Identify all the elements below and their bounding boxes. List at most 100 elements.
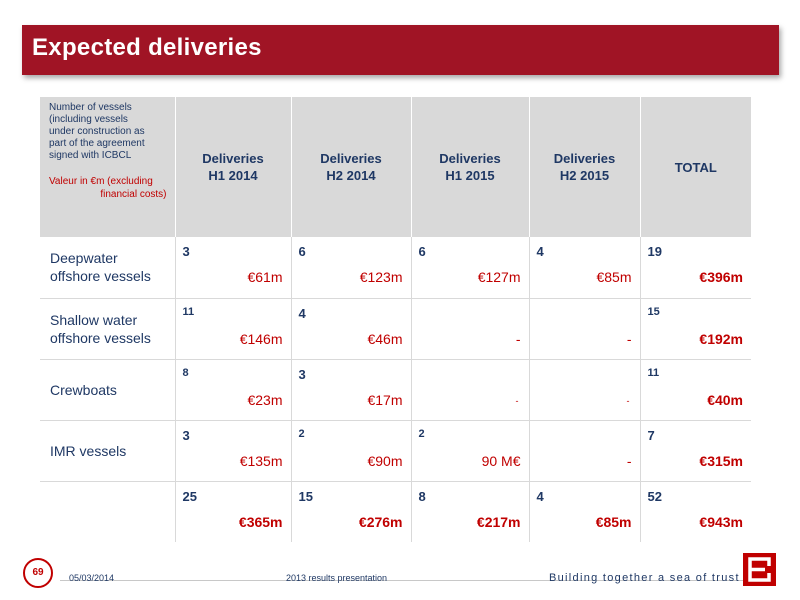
vessel-count: 3 [182, 244, 190, 259]
total-cell: 19 €396m [640, 237, 751, 299]
vessel-count: 8 [182, 366, 189, 379]
column-header-h1-2014: Deliveries H1 2014 [175, 97, 292, 237]
amount: €90m [367, 452, 403, 469]
amount: - [515, 330, 521, 347]
amount: €146m [239, 330, 283, 347]
footer-presentation-title: 2013 results presentation [286, 573, 388, 583]
amount: - [626, 395, 630, 406]
amount: €217m [476, 513, 521, 530]
table-cell: 8 €23m [175, 359, 292, 421]
amount: €61m [247, 269, 283, 285]
table-cell: 6 €123m [291, 237, 412, 299]
column-header-h2-2015: Deliveries H2 2015 [529, 97, 641, 237]
total-cell: 15 €192m [640, 298, 751, 360]
total-cell: 11 €40m [640, 359, 751, 421]
total-cell: 15 €276m [291, 481, 412, 542]
vessel-count: 4 [536, 488, 544, 504]
vessel-count: 15 [647, 305, 660, 318]
note-line: part of the agreement [49, 138, 145, 149]
table-row: Crewboats 8 €23m 3 €17m - - 11 €40m [40, 359, 751, 421]
vessel-count: 3 [298, 366, 306, 382]
total-cell: 7 €315m [640, 420, 751, 482]
amount: €23m [247, 391, 283, 408]
amount: €135m [239, 452, 283, 469]
grand-total-cell: 52 €943m [640, 481, 751, 542]
note-line: Number of vessels [49, 102, 132, 113]
amount: €276m [358, 513, 403, 530]
column-header-total: TOTAL [674, 159, 717, 175]
row-label-empty [40, 481, 176, 542]
row-label: Shallow water offshore vessels [40, 298, 176, 360]
total-cell: 8 €217m [411, 481, 530, 542]
table-header-row: Number of vessels (including vessels und… [40, 97, 751, 237]
amount: €85m [596, 269, 632, 285]
total-cell: 4 €85m [529, 481, 641, 542]
total-cell: 25 €365m [175, 481, 292, 542]
amount: - [515, 395, 519, 406]
amount: €40m [707, 391, 743, 408]
column-header-h2-2014: Deliveries H2 2014 [291, 97, 412, 237]
vessel-count: 4 [536, 244, 544, 259]
table-cell: - [411, 359, 530, 421]
vessel-count: 3 [182, 427, 190, 443]
footer-date: 05/03/2014 [69, 573, 115, 583]
note-line: signed with ICBCL [49, 150, 132, 161]
totals-row: 25 €365m 15 €276m 8 €217m 4 €85m 52 €943m [40, 481, 751, 542]
row-label: Crewboats [40, 359, 176, 421]
vessel-count: 4 [298, 305, 306, 321]
vessel-count: 7 [647, 427, 655, 443]
amount: €396m [699, 269, 743, 285]
table-cell: 3 €17m [291, 359, 412, 421]
row-label: Deepwater offshore vessels [40, 237, 176, 299]
amount: €46m [367, 330, 403, 347]
header-note: Number of vessels (including vessels und… [40, 97, 176, 237]
table-cell: 3 €135m [175, 420, 292, 482]
table-cell: 3 €61m [175, 237, 292, 299]
amount: €17m [367, 391, 403, 408]
vessel-count: 6 [298, 244, 306, 259]
table-cell: 6 €127m [411, 237, 530, 299]
page-title: Expected deliveries [32, 34, 262, 61]
row-label: IMR vessels [40, 420, 176, 482]
vessel-count: 2 [298, 427, 305, 440]
table-cell: 2 €90m [291, 420, 412, 482]
amount: €315m [699, 452, 743, 469]
amount: €192m [699, 330, 743, 347]
table-cell: - [411, 298, 530, 360]
table-row: Shallow water offshore vessels 11 €146m 4 €… [40, 298, 751, 360]
table-cell: 4 €85m [529, 237, 641, 299]
bourbon-b-logo-icon [743, 553, 776, 586]
vessel-count: 15 [298, 488, 313, 504]
vessel-count: 25 [182, 488, 197, 504]
note-line: (including vessels [49, 114, 128, 125]
table-cell: 2 90 M€ [411, 420, 530, 482]
page-number: 69 [23, 558, 53, 588]
footer-tagline: Building together a sea of trust [549, 572, 740, 584]
amount: 90 M€ [481, 452, 521, 469]
table-cell: 11 €146m [175, 298, 292, 360]
currency-note: Valeur in €m (excluding [49, 176, 153, 187]
vessel-count: 19 [647, 244, 662, 259]
vessel-count: 8 [418, 488, 426, 504]
vessel-count: 52 [647, 488, 662, 504]
amount: €943m [699, 513, 743, 530]
vessel-count: 11 [647, 366, 660, 379]
amount: €127m [477, 269, 521, 285]
table-cell: - [529, 298, 641, 360]
amount: - [626, 330, 632, 347]
currency-note-cont: financial costs) [100, 189, 167, 200]
amount: €123m [359, 269, 403, 285]
deliveries-table: Number of vessels (including vessels und… [40, 97, 751, 542]
amount: €365m [238, 513, 283, 530]
column-header-h1-2015: Deliveries H1 2015 [411, 97, 530, 237]
vessel-count: 6 [418, 244, 426, 259]
amount: €85m [595, 513, 632, 530]
amount: - [626, 452, 632, 469]
table-cell: - [529, 420, 641, 482]
note-line: under construction as [49, 126, 145, 137]
table-row: IMR vessels 3 €135m 2 €90m 2 90 M€ - 7 €315m [40, 420, 751, 482]
table-row: Deepwater offshore vessels 3 €61m 6 €123m 6… [40, 237, 751, 299]
table-cell: 4 €46m [291, 298, 412, 360]
vessel-count: 2 [418, 427, 425, 440]
footer-divider [60, 580, 760, 581]
